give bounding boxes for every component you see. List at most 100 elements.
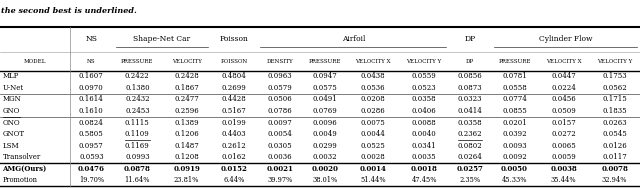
Text: 0.0878: 0.0878: [124, 165, 151, 173]
Text: 0.0162: 0.0162: [222, 153, 246, 161]
Text: 0.0078: 0.0078: [601, 165, 628, 173]
Text: 0.1715: 0.1715: [602, 95, 627, 103]
Text: Cylinder Flow: Cylinder Flow: [539, 36, 592, 43]
Text: 0.0044: 0.0044: [361, 130, 385, 138]
Text: LSM: LSM: [3, 142, 19, 150]
Text: 0.0088: 0.0088: [412, 118, 436, 127]
Text: 0.1206: 0.1206: [174, 130, 199, 138]
Text: 0.0774: 0.0774: [502, 95, 527, 103]
Text: 0.2422: 0.2422: [125, 72, 150, 80]
Text: 0.0358: 0.0358: [412, 95, 436, 103]
Text: 0.0020: 0.0020: [312, 165, 339, 173]
Text: 0.0509: 0.0509: [552, 107, 576, 115]
Text: 0.0014: 0.0014: [360, 165, 387, 173]
Text: 0.0201: 0.0201: [502, 118, 527, 127]
Text: 38.01%: 38.01%: [312, 176, 338, 184]
Text: 0.0126: 0.0126: [602, 142, 627, 150]
Text: 0.0092: 0.0092: [502, 153, 527, 161]
Text: 0.0414: 0.0414: [458, 107, 483, 115]
Text: 0.0075: 0.0075: [361, 118, 385, 127]
Text: 0.0579: 0.0579: [268, 84, 292, 92]
Text: 0.1610: 0.1610: [79, 107, 104, 115]
Text: 0.0545: 0.0545: [602, 130, 627, 138]
Text: 0.0117: 0.0117: [602, 153, 627, 161]
Text: 0.2699: 0.2699: [222, 84, 246, 92]
Text: 0.1614: 0.1614: [79, 95, 104, 103]
Text: 0.0286: 0.0286: [361, 107, 385, 115]
Text: 0.0438: 0.0438: [361, 72, 385, 80]
Text: 0.0963: 0.0963: [268, 72, 292, 80]
Text: 0.1835: 0.1835: [602, 107, 627, 115]
Text: 0.0299: 0.0299: [313, 142, 337, 150]
Text: 0.5167: 0.5167: [222, 107, 246, 115]
Text: 0.2453: 0.2453: [125, 107, 150, 115]
Text: 0.0065: 0.0065: [552, 142, 576, 150]
Text: 0.2432: 0.2432: [125, 95, 150, 103]
Text: 0.0970: 0.0970: [79, 84, 104, 92]
Text: NS: NS: [85, 36, 97, 43]
Text: 0.0358: 0.0358: [458, 118, 483, 127]
Text: POISSON: POISSON: [221, 59, 248, 64]
Text: Promotion: Promotion: [3, 176, 38, 184]
Text: 0.0476: 0.0476: [78, 165, 105, 173]
Text: 32.94%: 32.94%: [602, 176, 627, 184]
Text: 0.0781: 0.0781: [502, 72, 527, 80]
Text: 0.1109: 0.1109: [125, 130, 150, 138]
Text: 0.0208: 0.0208: [361, 95, 385, 103]
Text: 11.64%: 11.64%: [125, 176, 150, 184]
Text: Shape-Net Car: Shape-Net Car: [133, 36, 191, 43]
Text: 0.0224: 0.0224: [552, 84, 576, 92]
Text: 2.35%: 2.35%: [460, 176, 481, 184]
Text: 0.0506: 0.0506: [268, 95, 292, 103]
Text: 0.0050: 0.0050: [501, 165, 528, 173]
Text: 0.1169: 0.1169: [125, 142, 150, 150]
Text: 0.0049: 0.0049: [313, 130, 337, 138]
Text: MLP: MLP: [3, 72, 19, 80]
Text: 0.0593: 0.0593: [79, 153, 104, 161]
Text: PRESSURE: PRESSURE: [309, 59, 341, 64]
Text: 0.5805: 0.5805: [79, 130, 104, 138]
Text: 0.0264: 0.0264: [458, 153, 483, 161]
Text: 0.0769: 0.0769: [313, 107, 337, 115]
Text: DP: DP: [466, 59, 474, 64]
Text: the second best is underlined.: the second best is underlined.: [1, 7, 137, 15]
Text: 0.0263: 0.0263: [602, 118, 627, 127]
Text: VELOCITY X: VELOCITY X: [546, 59, 582, 64]
Text: VELOCITY X: VELOCITY X: [355, 59, 391, 64]
Text: 23.81%: 23.81%: [174, 176, 199, 184]
Text: 0.0873: 0.0873: [458, 84, 483, 92]
Text: GNOT: GNOT: [3, 130, 25, 138]
Text: 0.0257: 0.0257: [456, 165, 483, 173]
Text: 0.0032: 0.0032: [313, 153, 337, 161]
Text: VELOCITY Y: VELOCITY Y: [597, 59, 632, 64]
Text: 0.0993: 0.0993: [125, 153, 150, 161]
Text: U-Net: U-Net: [3, 84, 24, 92]
Text: ONO: ONO: [3, 118, 20, 127]
Text: 0.0957: 0.0957: [79, 142, 104, 150]
Text: 0.0096: 0.0096: [313, 118, 337, 127]
Text: 0.1208: 0.1208: [174, 153, 199, 161]
Text: 0.0392: 0.0392: [502, 130, 527, 138]
Text: 0.0447: 0.0447: [552, 72, 576, 80]
Text: 0.0824: 0.0824: [79, 118, 104, 127]
Text: NS: NS: [87, 59, 95, 64]
Text: 0.0856: 0.0856: [458, 72, 483, 80]
Text: MODEL: MODEL: [24, 59, 46, 64]
Text: 0.1607: 0.1607: [79, 72, 104, 80]
Text: Transolver: Transolver: [3, 153, 41, 161]
Text: 0.0406: 0.0406: [412, 107, 436, 115]
Text: 0.0525: 0.0525: [361, 142, 385, 150]
Text: 0.1115: 0.1115: [125, 118, 150, 127]
Text: 0.0272: 0.0272: [552, 130, 576, 138]
Text: 0.0919: 0.0919: [173, 165, 200, 173]
Text: 0.4428: 0.4428: [222, 95, 246, 103]
Text: 0.0038: 0.0038: [550, 165, 577, 173]
Text: 0.0054: 0.0054: [268, 130, 292, 138]
Text: Airfoil: Airfoil: [342, 36, 365, 43]
Text: GNO: GNO: [3, 107, 20, 115]
Text: 0.4804: 0.4804: [222, 72, 246, 80]
Text: MGN: MGN: [3, 95, 21, 103]
Text: 0.0059: 0.0059: [552, 153, 576, 161]
Text: 0.0575: 0.0575: [313, 84, 337, 92]
Text: 0.0558: 0.0558: [502, 84, 527, 92]
